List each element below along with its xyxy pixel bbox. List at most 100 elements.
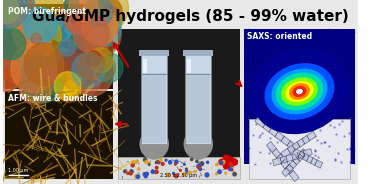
FancyBboxPatch shape (249, 119, 350, 179)
Circle shape (0, 28, 26, 60)
Circle shape (43, 52, 77, 88)
Circle shape (184, 129, 212, 159)
Circle shape (42, 66, 57, 82)
Circle shape (173, 172, 174, 174)
Circle shape (70, 34, 82, 48)
Circle shape (64, 0, 79, 13)
Circle shape (11, 44, 57, 93)
Circle shape (183, 174, 184, 176)
Circle shape (61, 66, 81, 88)
Circle shape (20, 56, 64, 103)
Circle shape (46, 13, 63, 31)
Circle shape (0, 32, 19, 59)
Circle shape (186, 168, 187, 170)
Circle shape (0, 0, 28, 29)
Text: Gua/GMP hydrogels (85 - 99% water): Gua/GMP hydrogels (85 - 99% water) (33, 9, 349, 24)
Circle shape (20, 69, 52, 103)
FancyBboxPatch shape (244, 29, 355, 164)
Circle shape (27, 44, 67, 88)
Circle shape (231, 169, 233, 171)
Circle shape (95, 53, 123, 83)
Circle shape (191, 158, 193, 161)
Polygon shape (255, 117, 298, 152)
Circle shape (78, 52, 104, 80)
Circle shape (82, 7, 118, 45)
Circle shape (87, 24, 109, 48)
FancyBboxPatch shape (5, 4, 113, 89)
Circle shape (85, 0, 129, 31)
Circle shape (20, 62, 56, 99)
Circle shape (91, 55, 115, 81)
Circle shape (136, 160, 138, 163)
Circle shape (130, 170, 133, 173)
Circle shape (16, 70, 28, 82)
Circle shape (143, 173, 146, 176)
FancyBboxPatch shape (183, 50, 213, 56)
Circle shape (197, 165, 200, 168)
FancyBboxPatch shape (118, 29, 240, 159)
FancyBboxPatch shape (3, 0, 358, 184)
Circle shape (135, 175, 137, 178)
Circle shape (200, 162, 204, 165)
FancyBboxPatch shape (118, 157, 240, 179)
Circle shape (130, 172, 132, 175)
Circle shape (169, 161, 172, 164)
Polygon shape (281, 131, 316, 158)
Circle shape (68, 15, 87, 34)
Circle shape (155, 171, 157, 174)
FancyBboxPatch shape (141, 54, 167, 144)
Circle shape (196, 160, 198, 162)
Circle shape (53, 68, 85, 102)
Circle shape (94, 41, 108, 56)
Circle shape (27, 0, 64, 28)
Circle shape (148, 164, 150, 165)
FancyBboxPatch shape (185, 54, 211, 144)
Circle shape (20, 42, 57, 81)
Circle shape (127, 172, 129, 174)
Circle shape (59, 38, 76, 56)
Circle shape (0, 36, 40, 84)
Circle shape (140, 129, 168, 159)
Circle shape (0, 20, 27, 57)
Circle shape (70, 50, 113, 96)
Circle shape (132, 161, 134, 163)
Circle shape (54, 72, 81, 100)
Circle shape (165, 159, 167, 161)
Circle shape (155, 161, 157, 164)
Text: 1.00 μm: 1.00 μm (8, 168, 29, 173)
Circle shape (229, 163, 232, 166)
Circle shape (145, 160, 148, 164)
Circle shape (199, 164, 201, 167)
Circle shape (69, 0, 98, 21)
Circle shape (144, 174, 147, 178)
Circle shape (206, 161, 209, 163)
Circle shape (136, 175, 139, 178)
Circle shape (216, 163, 218, 166)
Circle shape (89, 3, 122, 38)
Circle shape (184, 172, 186, 175)
Circle shape (205, 173, 209, 177)
Circle shape (23, 22, 44, 44)
Circle shape (28, 35, 43, 51)
Circle shape (155, 170, 158, 173)
FancyBboxPatch shape (5, 91, 113, 179)
Circle shape (41, 49, 87, 98)
Circle shape (0, 24, 19, 46)
Polygon shape (293, 148, 323, 168)
Circle shape (82, 1, 103, 24)
Circle shape (199, 168, 201, 170)
Text: AFM: wire & bundles: AFM: wire & bundles (8, 94, 98, 103)
Circle shape (20, 72, 40, 93)
Circle shape (146, 172, 148, 175)
Circle shape (151, 170, 154, 173)
Circle shape (62, 0, 105, 36)
Circle shape (183, 163, 185, 165)
Circle shape (0, 1, 24, 39)
FancyBboxPatch shape (143, 59, 147, 139)
Circle shape (155, 166, 158, 169)
Circle shape (175, 174, 178, 178)
Text: SAXS: oriented: SAXS: oriented (247, 32, 312, 41)
Circle shape (31, 33, 41, 44)
Circle shape (87, 51, 101, 66)
Circle shape (89, 54, 105, 70)
